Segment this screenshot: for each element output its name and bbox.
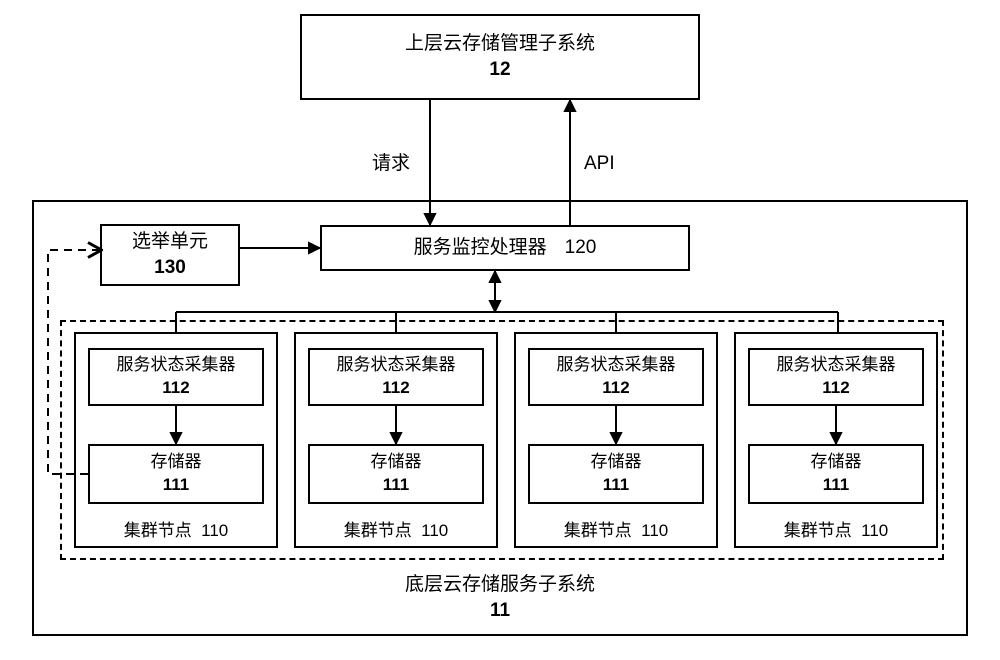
collector-id: 112 (382, 377, 409, 400)
bottom-subsystem-title-text: 底层云存储服务子系统 (405, 574, 595, 595)
election-id: 130 (154, 255, 186, 281)
collector-title: 服务状态采集器 (777, 354, 896, 377)
collector-title: 服务状态采集器 (117, 354, 236, 377)
top-subsystem-box: 上层云存储管理子系统 12 (300, 14, 700, 100)
collector-id: 112 (602, 377, 629, 400)
storage-id: 111 (163, 474, 190, 497)
storage-title: 存储器 (811, 451, 862, 474)
storage-id: 111 (603, 474, 630, 497)
cluster-node-label: 集群节点 110 (514, 520, 718, 543)
collector-id: 112 (162, 377, 189, 400)
bottom-subsystem-title: 底层云存储服务子系统 11 (0, 572, 1000, 623)
storage-box: 存储器111 (528, 444, 704, 504)
storage-box: 存储器111 (88, 444, 264, 504)
service-collector-box: 服务状态采集器112 (88, 348, 264, 406)
cluster-node-label: 集群节点 110 (74, 520, 278, 543)
service-collector-box: 服务状态采集器112 (748, 348, 924, 406)
monitor-title: 服务监控处理器 (414, 235, 547, 261)
election-title: 选举单元 (132, 229, 208, 255)
storage-title: 存储器 (591, 451, 642, 474)
cluster-node-label: 集群节点 110 (294, 520, 498, 543)
collector-title: 服务状态采集器 (557, 354, 676, 377)
service-collector-box: 服务状态采集器112 (308, 348, 484, 406)
monitor-id: 120 (565, 235, 597, 261)
top-subsystem-title: 上层云存储管理子系统 (405, 31, 595, 57)
collector-id: 112 (822, 377, 849, 400)
service-monitor-box: 服务监控处理器 120 (320, 225, 690, 271)
api-label: API (584, 151, 615, 177)
top-subsystem-id: 12 (489, 57, 510, 83)
service-collector-box: 服务状态采集器112 (528, 348, 704, 406)
collector-title: 服务状态采集器 (337, 354, 456, 377)
request-label: 请求 (372, 151, 410, 177)
storage-id: 111 (823, 474, 850, 497)
storage-id: 111 (383, 474, 410, 497)
storage-box: 存储器111 (748, 444, 924, 504)
storage-title: 存储器 (151, 451, 202, 474)
storage-box: 存储器111 (308, 444, 484, 504)
storage-title: 存储器 (371, 451, 422, 474)
cluster-node-label: 集群节点 110 (734, 520, 938, 543)
bottom-subsystem-id: 11 (490, 600, 510, 621)
election-unit-box: 选举单元 130 (100, 224, 240, 286)
